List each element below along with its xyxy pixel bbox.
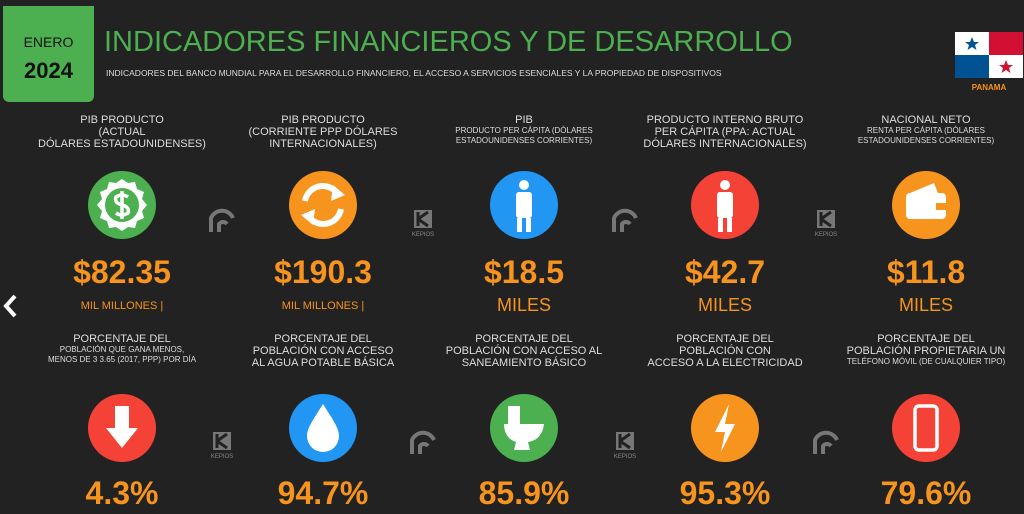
indicator: PORCENTAJE DEL POBLACIÓN CON ACCESO AL SAN… [424,333,624,369]
indicator-value: 94.7% [277,475,369,511]
indicator: PORCENTAJE DEL POBLACIÓN QUE GANA MENOS, M… [22,333,222,365]
indicator-label: INTERNACIONALES) [269,138,377,150]
indicator-label: POBLACIÓN QUE GANA MENOS, [59,345,185,354]
logo [209,208,235,232]
indicator-label: POBLACIÓN PROPIETARIA UN [846,345,1006,357]
indicator-label: PORCENTAJE DEL [73,333,171,345]
logo [410,430,436,454]
indicator-label: PIB PRODUCTO [80,114,164,126]
indicator-label: PER CÁPITA (PPA: ACTUAL [654,126,796,138]
indicator-label: PORCENTAJE DEL [475,333,573,345]
logo [612,208,638,232]
indicator-label: DÓLARES ESTADOUNIDENSES) [38,138,206,150]
indicator-label: PORCENTAJE DEL [676,333,774,345]
title: INDICADORES FINANCIEROS Y DE DESARROLLO [104,26,793,58]
indicator-label: PRODUCTO INTERNO BRUTO [646,114,804,126]
indicator: PORCENTAJE DEL POBLACIÓN PROPIETARIA UN TE… [826,333,1024,367]
indicator-value: $11.8 [886,254,966,290]
indicator-label: SANEAMIENTO BÁSICO [461,357,587,369]
indicator-label: MENOS DE 3 3.65 (2017, PPP) POR DÍA [47,355,197,364]
indicator-label: POBLACIÓN CON [679,345,771,357]
icon [88,394,156,462]
logo [817,210,835,228]
icon [490,171,558,239]
logo [813,430,839,454]
indicator-label: ACCESO A LA ELECTRICIDAD [647,357,803,369]
prev-arrow[interactable] [2,293,20,319]
indicator-value: $82.35 [73,254,171,290]
indicator: PORCENTAJE DEL POBLACIÓN CON ACCESO AL AGU… [223,333,423,369]
icon [289,171,357,239]
indicator-label: PORCENTAJE DEL [274,333,372,345]
watermark: KEPIOS [411,232,435,238]
indicator-label: ESTADOUNIDENSES CORRIENTES) [857,136,995,145]
indicator-label: ESTADOUNIDENSES CORRIENTES) [455,136,593,145]
indicator-unit: MIL MILLONES | [281,300,365,312]
indicator-label: PIB [515,114,533,126]
icon [289,394,357,462]
flag [955,32,1023,78]
country: PANAMA [971,83,1007,92]
indicator-label: DÓLARES INTERNACIONALES) [643,138,807,150]
logo [213,432,231,450]
indicator-unit: MILES [496,295,552,315]
watermark: KEPIOS [210,454,234,460]
month: ENERO [23,34,74,50]
indicator: NACIONAL NETO RENTA PER CÁPITA (DÓLARES ES… [826,114,1024,146]
indicator-value: 95.3% [679,475,771,511]
logo [616,432,634,450]
icon [691,171,759,239]
indicator-value: 85.9% [478,475,570,511]
indicator-label: RENTA PER CÁPITA (DÓLARES [867,126,985,135]
indicator-value: $42.7 [684,254,766,290]
icon [892,394,960,462]
indicator: PRODUCTO INTERNO BRUTO PER CÁPITA (PPA: A… [625,114,825,150]
indicator-label: PORCENTAJE DEL [877,333,975,345]
indicator: PIB PRODUCTO PER CÁPITA (DÓLARES ESTADOUNI… [424,114,624,146]
indicator-value: $18.5 [483,254,565,290]
indicator-label: NACIONAL NETO [881,114,971,126]
watermark: KEPIOS [814,232,838,238]
indicator-label: (CORRIENTE PPP DÓLARES [248,126,398,138]
year: 2024 [24,58,73,83]
icon [490,394,558,462]
indicator-label: PRODUCTO PER CÁPITA (DÓLARES [455,126,593,135]
indicator-value: 79.6% [880,475,972,511]
indicator-label: POBLACIÓN CON ACCESO AL [445,345,603,357]
indicator: PORCENTAJE DEL POBLACIÓN CON ACCESO A LA E… [625,333,825,369]
logo [414,210,432,228]
indicator-unit: MILES [697,295,753,315]
indicator-label: POBLACIÓN CON ACCESO [252,345,394,357]
indicator-label: PIB PRODUCTO [281,114,365,126]
indicator: PIB PRODUCTO (ACTUAL DÓLARES ESTADOUNIDENS… [22,114,222,150]
subtitle: INDICADORES DEL BANCO MUNDIAL PARA EL DE… [106,68,722,78]
icon [691,394,759,462]
date-box: ENERO 2024 [3,6,94,102]
indicator: PIB PRODUCTO (CORRIENTE PPP DÓLARES INTERN… [223,114,423,150]
indicator-label: TELÉFONO MÓVIL (DE CUALQUIER TIPO) [846,357,1006,366]
indicator-label: (ACTUAL [98,126,146,138]
icon [88,171,156,239]
icon [892,171,960,239]
watermark: KEPIOS [613,454,637,460]
indicator-label: AL AGUA POTABLE BÁSICA [251,357,395,369]
indicator-unit: MIL MILLONES | [80,300,164,312]
indicator-unit: MILES [898,295,954,315]
indicator-value: 4.3% [85,475,159,511]
indicator-value: $190.3 [274,254,372,290]
